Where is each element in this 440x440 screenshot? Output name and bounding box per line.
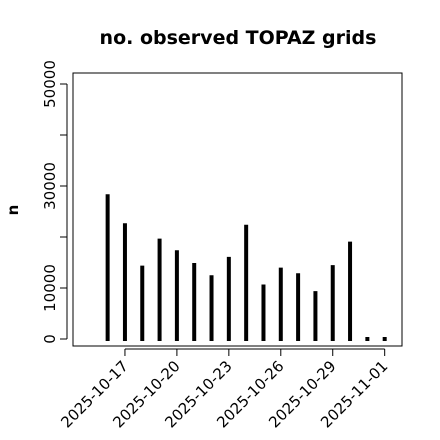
y-tick-label: 30000 bbox=[41, 162, 59, 210]
y-tick-label: 10000 bbox=[41, 264, 59, 312]
plot-frame bbox=[72, 72, 403, 347]
y-axis: 0 10000 30000 50000 bbox=[41, 60, 68, 344]
x-axis: 2025-10-172025-10-202025-10-232025-10-26… bbox=[57, 348, 392, 431]
chart-title: no. observed TOPAZ grids bbox=[100, 27, 377, 49]
y-tick-label: 0 bbox=[41, 334, 59, 344]
y-axis-label: n bbox=[4, 205, 22, 216]
bars bbox=[105, 194, 387, 341]
y-tick-label: 50000 bbox=[41, 60, 59, 108]
